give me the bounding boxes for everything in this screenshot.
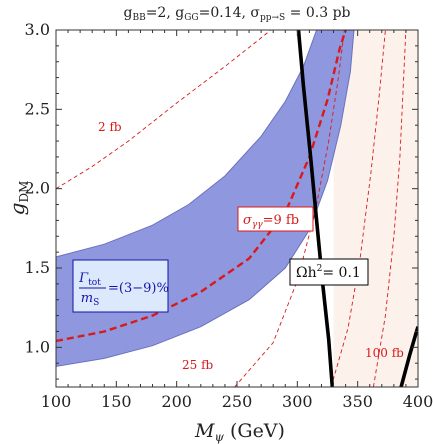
y-tick-label: 3.0	[25, 20, 50, 39]
x-tick-label: 350	[342, 392, 373, 411]
x-tick-label: 250	[222, 392, 253, 411]
label-100fb: 100 fb	[365, 346, 404, 360]
y-tick-label: 1.0	[25, 337, 50, 356]
relic-density-line-6	[399, 326, 418, 387]
label-25fb: 25 fb	[182, 358, 214, 372]
contour-line-3	[330, 30, 386, 387]
label-2fb: 2 fb	[98, 120, 122, 134]
x-tick-label: 150	[101, 392, 132, 411]
svg-text:σγγ=9 fb: σγγ=9 fb	[243, 213, 299, 230]
chart-title: gBB=2, gGG=0.14, σpp→S = 0.3 pb	[124, 5, 351, 23]
x-tick-label: 300	[282, 392, 313, 411]
sigma-gg-label: σγγ=9 fb	[237, 206, 314, 232]
x-tick-label: 100	[41, 392, 72, 411]
y-tick-label: 2.5	[25, 99, 50, 118]
width-band	[56, 30, 355, 367]
y-tick-label: 2.0	[25, 179, 50, 198]
relic-density-line-5	[296, 30, 335, 387]
width-label: Γtot mS =(3−9)%	[72, 259, 169, 313]
x-axis-label: Mψ (GeV)	[194, 420, 285, 444]
contour-line-0	[56, 30, 272, 190]
x-tick-label: 200	[161, 392, 192, 411]
relic-density-label: Ωh2= 0.1	[289, 258, 369, 286]
x-tick-label: 400	[403, 392, 433, 411]
svg-text:Γtot: Γtot	[78, 271, 101, 288]
svg-text:Ωh2= 0.1: Ωh2= 0.1	[296, 264, 361, 281]
svg-text:=(3−9)%: =(3−9)%	[108, 281, 169, 296]
contour-line-4	[372, 30, 407, 387]
y-tick-label: 1.5	[25, 258, 50, 277]
svg-text:mS: mS	[81, 291, 100, 308]
y-axis-label: gDM	[5, 181, 31, 216]
